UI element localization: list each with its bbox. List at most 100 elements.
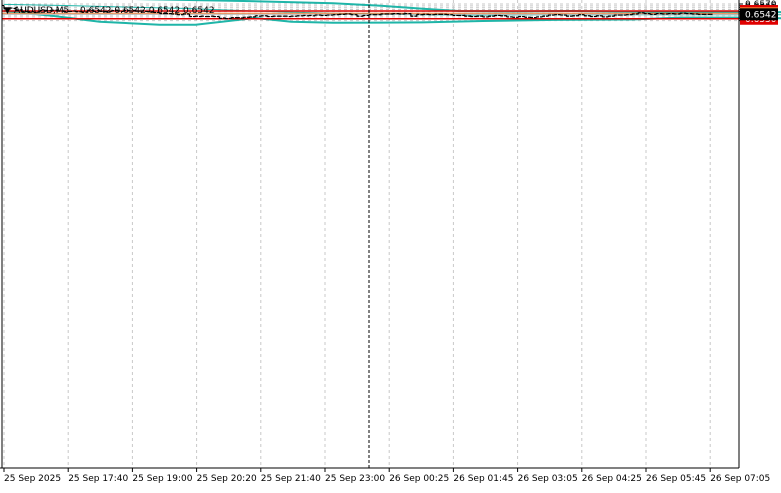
candle <box>468 15 474 18</box>
candle <box>635 12 641 15</box>
candle <box>282 15 288 17</box>
candle <box>228 17 234 19</box>
candle <box>534 16 540 19</box>
candle <box>294 15 300 17</box>
candle <box>169 12 175 15</box>
candle <box>677 12 683 15</box>
candle <box>492 14 498 17</box>
x-tick-label: 25 Sep 19:00 <box>132 474 192 484</box>
candle <box>115 9 121 12</box>
candle <box>408 12 414 17</box>
candle <box>324 14 330 17</box>
candle <box>264 15 270 18</box>
candle <box>659 12 665 15</box>
candle <box>480 15 486 18</box>
candle <box>330 14 336 16</box>
candle <box>61 10 67 13</box>
candle <box>133 9 139 12</box>
candle <box>593 15 599 18</box>
candle <box>438 13 444 15</box>
x-tick-label: 25 Sep 23:00 <box>325 474 385 484</box>
candle <box>695 13 701 15</box>
candle <box>246 16 252 19</box>
candle <box>665 12 671 15</box>
menu-arrow-icon[interactable]: ▼ <box>4 6 11 16</box>
candle <box>234 17 240 19</box>
candle <box>504 15 510 18</box>
candle <box>498 14 504 17</box>
candle <box>599 15 605 18</box>
candle <box>522 15 528 18</box>
x-tick-label: 25 Sep 20:20 <box>197 474 257 484</box>
candle <box>569 15 575 17</box>
candle <box>240 16 246 19</box>
candle <box>258 15 264 17</box>
band-lower-line <box>3 10 781 26</box>
x-tick-label: 25 Sep 21:40 <box>261 474 321 484</box>
candle <box>336 13 342 16</box>
candle <box>581 14 587 17</box>
candle <box>85 9 91 13</box>
candle <box>372 14 378 16</box>
candle <box>186 13 192 18</box>
candle <box>67 10 73 13</box>
candle <box>31 11 37 14</box>
candle <box>109 10 115 12</box>
candle <box>653 12 659 15</box>
candle <box>516 15 522 18</box>
candle <box>432 13 438 16</box>
candle <box>252 15 258 18</box>
candle <box>73 10 79 13</box>
candle <box>444 13 450 16</box>
candle <box>378 13 384 16</box>
candle <box>300 14 306 17</box>
candle <box>545 14 551 17</box>
candle <box>701 13 707 15</box>
candle <box>671 12 677 15</box>
candle <box>390 12 396 15</box>
x-tick-label: 26 Sep 05:45 <box>646 474 706 484</box>
candle <box>611 14 617 17</box>
candle <box>563 14 569 17</box>
candle <box>462 14 468 17</box>
ohlc-label: 0.6542 0.6542 0.6542 0.6542 <box>80 6 215 16</box>
price-label-value: 0.6542 <box>745 10 777 20</box>
candle <box>306 14 312 17</box>
candle <box>396 12 402 15</box>
candle <box>25 10 31 13</box>
candle <box>145 10 151 13</box>
candle <box>103 10 109 13</box>
y-tick-label: 0.6570 <box>745 0 777 10</box>
candle <box>157 11 163 15</box>
candle <box>354 14 360 17</box>
candle <box>121 10 127 12</box>
candle <box>360 14 366 17</box>
price-label-0.6542: 0.6542 <box>740 8 778 21</box>
x-tick-label: 26 Sep 07:05 <box>710 474 770 484</box>
symbol-label: AUDUSD,M5 <box>14 6 69 16</box>
candles <box>1 4 713 20</box>
candle <box>420 13 426 16</box>
candle <box>587 15 593 18</box>
candle <box>486 15 492 18</box>
candle <box>91 10 97 12</box>
candle <box>216 15 222 19</box>
price-labels: 0.65510.65450.65300.6542 <box>740 5 778 25</box>
candle <box>641 12 647 15</box>
candle <box>450 14 456 17</box>
x-tick-label: 25 Sep 2025 <box>4 474 61 484</box>
candle <box>617 14 623 16</box>
x-tick-label: 25 Sep 17:40 <box>68 474 128 484</box>
x-tick-label: 26 Sep 00:25 <box>389 474 449 484</box>
candle <box>7 7 13 10</box>
candle <box>557 14 563 16</box>
candle <box>426 13 432 16</box>
candle <box>204 15 210 18</box>
x-tick-label: 26 Sep 01:45 <box>453 474 513 484</box>
candle <box>276 15 282 17</box>
x-tick-label: 26 Sep 03:05 <box>518 474 578 484</box>
candle <box>312 14 318 17</box>
